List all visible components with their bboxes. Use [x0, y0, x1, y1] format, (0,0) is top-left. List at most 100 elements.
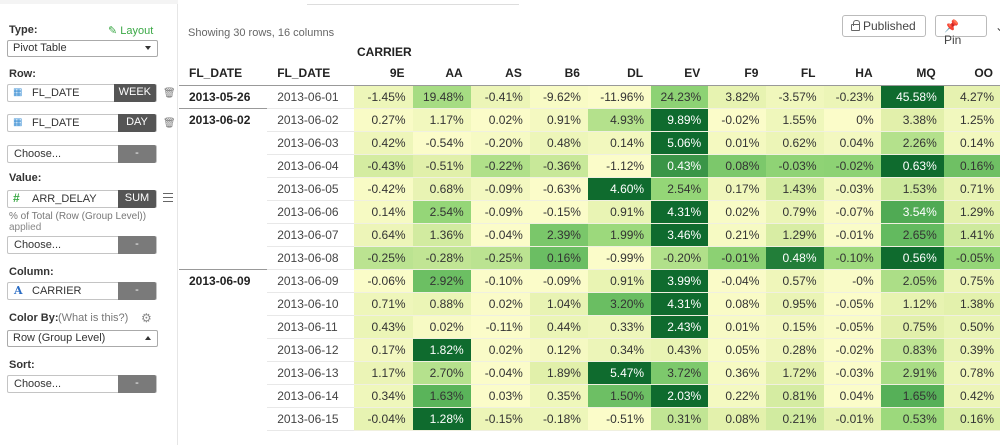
row-header-day[interactable]: FL_DATE [267, 61, 355, 86]
color-by-select[interactable]: Row (Group Level) [7, 330, 158, 347]
carrier-header[interactable]: EV [651, 61, 709, 86]
value-cell[interactable]: -0.36% [529, 154, 588, 178]
value-cell[interactable]: 2.92% [412, 268, 471, 293]
value-cell[interactable]: 0.15% [766, 315, 824, 339]
value-cell[interactable]: 0.91% [587, 268, 652, 293]
value-cell[interactable]: 0.14% [943, 131, 1000, 155]
value-cell[interactable]: 0.83% [880, 338, 944, 362]
value-cell[interactable]: -0.07% [823, 200, 881, 224]
value-cell[interactable]: 0.48% [529, 131, 588, 155]
value-cell[interactable]: 0% [823, 107, 881, 132]
value-cell[interactable]: -11.96% [587, 85, 652, 109]
value-cell[interactable]: 3.38% [880, 107, 944, 132]
value-cell[interactable]: -0.54% [412, 131, 471, 155]
value-cell[interactable]: 1.82% [412, 338, 471, 362]
value-cell[interactable]: -0.06% [354, 268, 413, 293]
value-cell[interactable]: -0.63% [529, 177, 588, 201]
value-cell[interactable]: -0.18% [529, 407, 588, 431]
value-cell[interactable]: -0.03% [766, 154, 824, 178]
value-cell[interactable]: -0.01% [823, 223, 881, 247]
value-cell[interactable]: 1.53% [880, 177, 944, 201]
value-cell[interactable]: 2.26% [880, 131, 944, 155]
value-cell[interactable]: 0.01% [708, 131, 767, 155]
value-cell[interactable]: 0.03% [470, 384, 530, 408]
value-cell[interactable]: 0.75% [943, 268, 1000, 293]
value-cell[interactable]: -0.02% [823, 154, 881, 178]
value-cell[interactable]: 0.34% [587, 338, 652, 362]
column-field-dash[interactable]: - [118, 282, 156, 300]
value-cell[interactable]: 0.91% [587, 200, 652, 224]
gear-icon[interactable]: ⚙ [141, 311, 152, 325]
value-cell[interactable]: -0.43% [354, 154, 413, 178]
value-cell[interactable]: -0% [823, 268, 881, 293]
value-cell[interactable]: -0.01% [708, 246, 767, 270]
value-cell[interactable]: -0.23% [823, 85, 881, 109]
value-cell[interactable]: -0.03% [823, 177, 881, 201]
value-cell[interactable]: -0.09% [470, 200, 530, 224]
value-cell[interactable]: 0.08% [708, 407, 767, 431]
value-cell[interactable]: 0.63% [880, 154, 944, 178]
value-cell[interactable]: -0.02% [708, 107, 767, 132]
carrier-header[interactable]: MQ [880, 61, 944, 86]
sort-choose-dash[interactable]: - [118, 375, 156, 393]
value-cell[interactable]: 0.02% [412, 315, 471, 339]
value-cell[interactable]: 2.03% [651, 384, 709, 408]
value-cell[interactable]: -1.45% [354, 85, 413, 109]
value-cell[interactable]: 0.48% [766, 246, 824, 270]
value-cell[interactable]: 3.54% [880, 200, 944, 224]
value-cell[interactable]: 4.31% [651, 292, 709, 316]
value-cell[interactable]: 19.48% [412, 85, 471, 109]
value-cell[interactable]: -0.04% [708, 268, 767, 293]
value-cell[interactable]: 0.02% [708, 200, 767, 224]
value-cell[interactable]: 3.99% [651, 268, 709, 293]
value-cell[interactable]: 2.39% [529, 223, 588, 247]
value-cell[interactable]: -0.04% [470, 361, 530, 385]
value-cell[interactable]: 2.65% [880, 223, 944, 247]
value-cell[interactable]: 1.41% [943, 223, 1000, 247]
value-cell[interactable]: -0.05% [823, 292, 881, 316]
value-cell[interactable]: -0.02% [823, 338, 881, 362]
value-cell[interactable]: 0.22% [708, 384, 767, 408]
value-cell[interactable]: 5.06% [651, 131, 709, 155]
value-cell[interactable]: 0.14% [354, 200, 413, 224]
value-cell[interactable]: 4.60% [587, 177, 652, 201]
column-field[interactable]: A CARRIER - [7, 282, 157, 300]
value-cell[interactable]: 1.17% [354, 361, 413, 385]
value-cell[interactable]: -0.15% [470, 407, 530, 431]
value-cell[interactable]: -1.12% [587, 154, 652, 178]
carrier-header[interactable]: B6 [529, 61, 588, 86]
value-cell[interactable]: -0.28% [412, 246, 471, 270]
value-cell[interactable]: 5.47% [587, 361, 652, 385]
value-cell[interactable]: -9.62% [529, 85, 588, 109]
value-cell[interactable]: 2.70% [412, 361, 471, 385]
value-cell[interactable]: -0.10% [470, 268, 530, 293]
color-by-help-link[interactable]: (What is this?) [58, 312, 129, 324]
layout-link[interactable]: ✎ Layout [108, 24, 153, 37]
value-cell[interactable]: 0.71% [354, 292, 413, 316]
value-cell[interactable]: 0.91% [529, 107, 588, 132]
value-cell[interactable]: 0.43% [354, 315, 413, 339]
value-cell[interactable]: 2.05% [880, 268, 944, 293]
value-cell[interactable]: 1.63% [412, 384, 471, 408]
row-choose-dash[interactable]: - [118, 145, 156, 163]
more-icon[interactable]: ⌄ [995, 20, 1000, 34]
value-cell[interactable]: -0.03% [823, 361, 881, 385]
value-cell[interactable]: 1.36% [412, 223, 471, 247]
carrier-header[interactable]: OO [943, 61, 1000, 86]
value-cell[interactable]: -0.04% [470, 223, 530, 247]
value-cell[interactable]: 0.12% [529, 338, 588, 362]
value-cell[interactable]: 1.12% [880, 292, 944, 316]
value-cell[interactable]: 0.68% [412, 177, 471, 201]
value-cell[interactable]: -0.25% [354, 246, 413, 270]
value-choose-dash[interactable]: - [118, 236, 156, 254]
value-cell[interactable]: 0.79% [766, 200, 824, 224]
value-cell[interactable]: -0.11% [470, 315, 530, 339]
value-cell[interactable]: 0.50% [943, 315, 1000, 339]
value-cell[interactable]: 0.02% [470, 107, 530, 132]
value-cell[interactable]: 0.42% [943, 384, 1000, 408]
value-cell[interactable]: 0.02% [470, 338, 530, 362]
value-cell[interactable]: 0.81% [766, 384, 824, 408]
carrier-header[interactable]: AS [470, 61, 530, 86]
value-cell[interactable]: 0.62% [766, 131, 824, 155]
value-cell[interactable]: 0.39% [943, 338, 1000, 362]
